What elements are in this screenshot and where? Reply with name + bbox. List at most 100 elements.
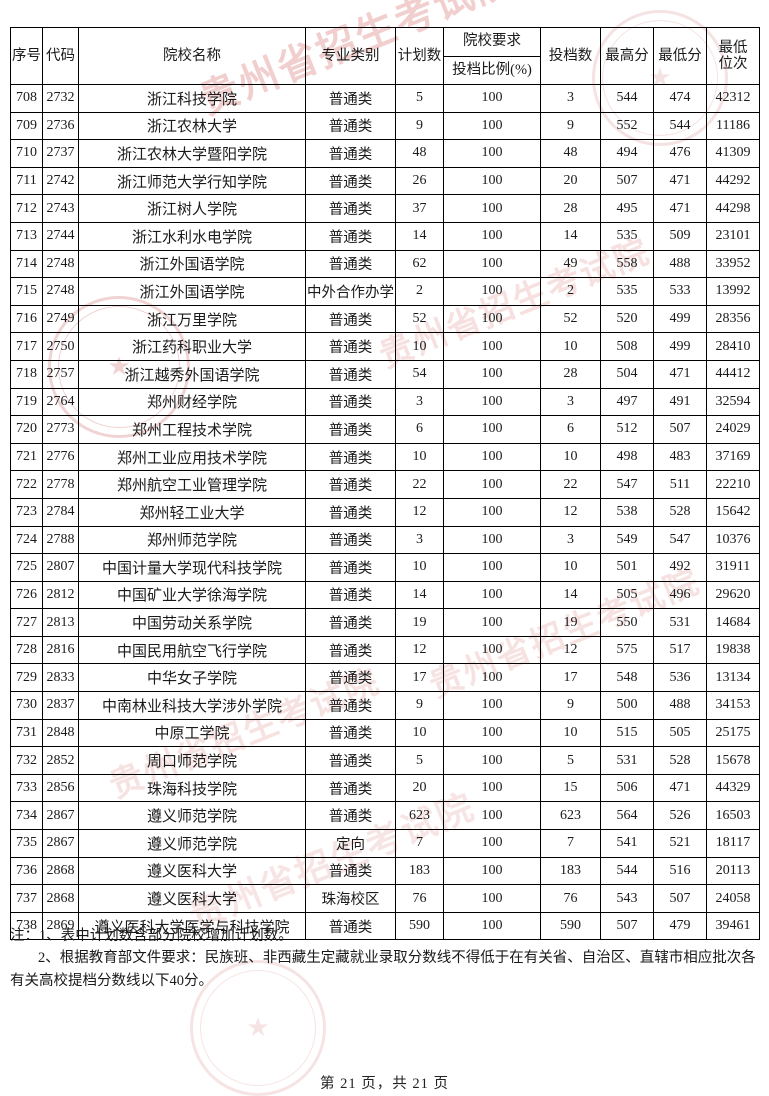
row-submitted-count: 12 (540, 497, 601, 527)
row-code: 2773 (42, 415, 79, 444)
row-code: 2748 (42, 249, 79, 279)
row-school-name: 浙江药科职业大学 (78, 332, 306, 361)
row-lowest-rank: 22210 (706, 470, 760, 499)
row-submission-ratio: 100 (443, 635, 541, 665)
row-submission-ratio: 100 (443, 911, 541, 941)
row-school-name: 中南林业科技大学涉外学院 (78, 691, 306, 720)
row-major-category: 普通类 (305, 718, 396, 748)
row-school-name: 郑州师范学院 (78, 525, 306, 555)
row-plan-count: 5 (395, 746, 444, 775)
row-lowest-rank: 16503 (706, 801, 760, 831)
table-row: 710 2737 浙江农林大学暨阳学院 普通类 48 100 48 494 476 41309 (10, 139, 760, 168)
row-school-name: 郑州工业应用技术学院 (78, 442, 306, 472)
row-plan-count: 52 (395, 304, 444, 334)
row-school-name: 中华女子学院 (78, 663, 306, 693)
row-index: 734 (10, 801, 43, 831)
row-code: 2868 (42, 884, 79, 913)
row-lowest-rank: 39461 (706, 911, 760, 941)
row-submission-ratio: 100 (443, 249, 541, 279)
row-code: 2868 (42, 856, 79, 886)
row-school-name: 浙江树人学院 (78, 194, 306, 223)
header-index: 序号 (10, 27, 43, 85)
table-row: 712 2743 浙江树人学院 普通类 37 100 28 495 471 44298 (10, 194, 760, 223)
row-code: 2856 (42, 773, 79, 803)
row-plan-count: 3 (395, 525, 444, 555)
row-index: 708 (10, 84, 43, 113)
row-index: 713 (10, 221, 43, 251)
row-code: 2852 (42, 746, 79, 775)
row-lowest-rank: 24029 (706, 415, 760, 444)
row-code: 2748 (42, 277, 79, 306)
row-code: 2757 (42, 359, 79, 389)
note-line-2: 2、根据教育部文件要求：民族班、非西藏生定藏就业录取分数线不得低于在有关省、自治… (10, 950, 756, 989)
row-code: 2869 (42, 911, 79, 941)
table-row: 723 2784 郑州轻工业大学 普通类 12 100 12 538 528 15642 (10, 497, 760, 527)
row-code: 2732 (42, 84, 79, 113)
row-plan-count: 12 (395, 635, 444, 665)
row-submission-ratio: 100 (443, 470, 541, 499)
row-submitted-count: 15 (540, 773, 601, 803)
table-row: 720 2773 郑州工程技术学院 普通类 6 100 6 512 507 24029 (10, 415, 760, 444)
row-submitted-count: 14 (540, 221, 601, 251)
row-lowest-rank: 10376 (706, 525, 760, 555)
row-submission-ratio: 100 (443, 746, 541, 775)
row-code: 2867 (42, 829, 79, 858)
row-major-category: 普通类 (305, 221, 396, 251)
row-lowest-rank: 13992 (706, 277, 760, 306)
row-submitted-count: 9 (540, 691, 601, 720)
row-code: 2742 (42, 166, 79, 196)
table-row: 709 2736 浙江农林大学 普通类 9 100 9 552 544 11186 (10, 111, 760, 141)
header-highest-score: 最高分 (600, 27, 654, 85)
row-lowest-score: 488 (653, 249, 707, 279)
row-lowest-score: 536 (653, 663, 707, 693)
row-submitted-count: 5 (540, 746, 601, 775)
row-major-category: 普通类 (305, 139, 396, 168)
row-lowest-score: 507 (653, 415, 707, 444)
row-lowest-rank: 44412 (706, 359, 760, 389)
page-footer: 第 21 页，共 21 页 (320, 1076, 449, 1092)
table-row: 711 2742 浙江师范大学行知学院 普通类 26 100 20 507 471 44292 (10, 166, 760, 196)
row-submission-ratio: 100 (443, 553, 541, 582)
row-plan-count: 5 (395, 84, 444, 113)
row-submission-ratio: 100 (443, 304, 541, 334)
row-index: 730 (10, 691, 43, 720)
row-highest-score: 507 (600, 166, 654, 196)
row-lowest-score: 528 (653, 497, 707, 527)
row-code: 2837 (42, 691, 79, 720)
row-submitted-count: 10 (540, 718, 601, 748)
row-lowest-rank: 44329 (706, 773, 760, 803)
row-submission-ratio: 100 (443, 139, 541, 168)
table-row: 721 2776 郑州工业应用技术学院 普通类 10 100 10 498 483 37169 (10, 442, 760, 472)
row-lowest-rank: 44292 (706, 166, 760, 196)
row-school-name: 郑州财经学院 (78, 387, 306, 417)
row-submission-ratio: 100 (443, 773, 541, 803)
header-lowest-score: 最低分 (653, 27, 707, 85)
row-index: 737 (10, 884, 43, 913)
table-header-row: 序号 代码 院校名称 专业类别 计划数 院校要求 投档比例(%) 投档数 最高分… (10, 27, 760, 85)
row-major-category: 普通类 (305, 911, 396, 941)
row-major-category: 普通类 (305, 304, 396, 334)
row-index: 712 (10, 194, 43, 223)
row-school-name: 郑州航空工业管理学院 (78, 470, 306, 499)
row-plan-count: 6 (395, 415, 444, 444)
row-school-name: 遵义师范学院 (78, 801, 306, 831)
row-major-category: 普通类 (305, 332, 396, 361)
row-highest-score: 548 (600, 663, 654, 693)
table-row: 725 2807 中国计量大学现代科技学院 普通类 10 100 10 501 492 31911 (10, 553, 760, 582)
row-index: 728 (10, 635, 43, 665)
row-highest-score: 500 (600, 691, 654, 720)
row-lowest-rank: 23101 (706, 221, 760, 251)
row-lowest-score: 531 (653, 608, 707, 637)
row-index: 717 (10, 332, 43, 361)
row-major-category: 普通类 (305, 801, 396, 831)
row-lowest-rank: 29620 (706, 580, 760, 610)
row-submission-ratio: 100 (443, 663, 541, 693)
row-major-category: 普通类 (305, 663, 396, 693)
row-major-category: 普通类 (305, 387, 396, 417)
row-plan-count: 20 (395, 773, 444, 803)
row-submitted-count: 7 (540, 829, 601, 858)
row-lowest-score: 526 (653, 801, 707, 831)
row-code: 2813 (42, 608, 79, 637)
row-submission-ratio: 100 (443, 166, 541, 196)
row-plan-count: 14 (395, 580, 444, 610)
